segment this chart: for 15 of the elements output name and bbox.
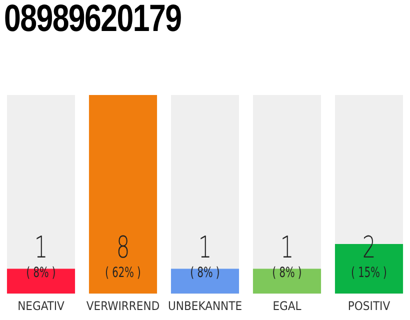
- data-label: 1: [34, 230, 48, 266]
- x-tick-label: UNBEKANNTE: [168, 298, 242, 313]
- x-tick-label: EGAL: [272, 298, 302, 313]
- x-tick-label: VERWIRREND: [86, 298, 160, 313]
- data-label: 1: [198, 230, 212, 266]
- data-label: 1: [280, 230, 294, 266]
- data-label: 8: [116, 230, 130, 266]
- annotation: ( 15% ): [351, 264, 387, 281]
- annotation: ( 8% ): [272, 264, 302, 281]
- chart-title: 08989620179: [4, 0, 182, 41]
- x-tick-label: POSITIV: [348, 298, 391, 313]
- annotation: ( 8% ): [26, 264, 56, 281]
- annotation: ( 62% ): [105, 264, 141, 281]
- x-tick-label: NEGATIV: [18, 298, 66, 313]
- annotation: ( 8% ): [190, 264, 220, 281]
